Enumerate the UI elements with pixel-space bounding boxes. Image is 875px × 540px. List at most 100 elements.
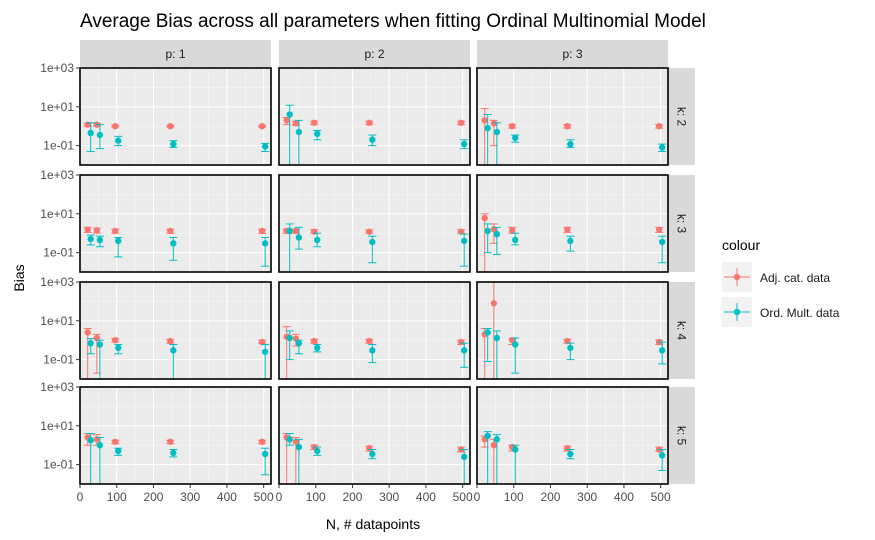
panel-border [278, 174, 471, 273]
legend-swatch [733, 308, 741, 316]
data-point [567, 450, 574, 458]
data-point [493, 334, 501, 342]
data-point [512, 236, 519, 244]
facet-label-row: k: 4 [675, 321, 689, 341]
data-point [457, 338, 465, 346]
panel-background [477, 68, 668, 165]
data-point [87, 129, 94, 137]
data-point [96, 131, 104, 139]
data-point [512, 341, 519, 348]
x-tick-label: 100 [107, 490, 127, 504]
panel-border [476, 67, 669, 166]
legend-label: Ord. Mult. data [760, 306, 840, 320]
data-point [170, 140, 177, 148]
data-point [567, 344, 574, 352]
x-tick-label: 100 [504, 490, 524, 504]
data-point [167, 438, 174, 445]
x-tick-label: 500 [453, 490, 473, 504]
facet-label-col: p: 2 [364, 47, 384, 61]
legend-swatch [733, 273, 741, 281]
facet-strip-row [668, 68, 695, 165]
data-point [457, 228, 465, 235]
data-point [170, 240, 177, 247]
panel-background [279, 68, 470, 165]
data-point [295, 443, 303, 451]
data-point [484, 227, 491, 235]
data-point [484, 124, 491, 132]
y-tick-label: 1e+01 [40, 207, 74, 221]
panel-background [279, 175, 470, 272]
x-tick-label: 400 [416, 490, 436, 504]
data-point [490, 120, 498, 127]
facet-strip-row [668, 175, 695, 272]
facet-strip-row [668, 387, 695, 484]
data-point [87, 340, 94, 347]
y-axis-label: Bias [11, 264, 27, 291]
legend-items: Adj. cat. data Ord. Mult. data [722, 262, 840, 327]
data-point [366, 337, 373, 345]
data-point [286, 111, 293, 118]
data-point [369, 450, 376, 458]
data-point [311, 119, 318, 126]
data-point [286, 334, 293, 342]
data-point [564, 226, 571, 233]
data-point [658, 144, 666, 151]
data-point [509, 227, 516, 234]
x-tick-label: 400 [217, 490, 237, 504]
facet-label-col: p: 3 [562, 47, 582, 61]
legend: colour Adj. cat. data Ord. Mult. data [722, 237, 840, 327]
data-point [493, 128, 501, 136]
y-tick-label: 1e+03 [40, 168, 74, 182]
data-point [258, 438, 266, 445]
x-axis-label: N, # datapoints [326, 516, 420, 532]
panel-background [279, 387, 470, 484]
data-point [115, 344, 122, 352]
panel-background [477, 387, 668, 484]
y-tick-label: 1e+03 [40, 61, 74, 75]
panels-layer: p: 1 p: 2 p: 3 k: 2 k: 3 k: 4 k: 5 1e+03 1e+01 1e… [40, 40, 695, 504]
data-point [314, 130, 321, 138]
data-point [84, 226, 91, 233]
data-point [369, 136, 376, 143]
data-point [258, 227, 266, 235]
legend-label: Adj. cat. data [760, 271, 830, 285]
data-point [564, 445, 571, 452]
data-point [369, 347, 376, 354]
data-point [314, 236, 321, 244]
y-tick-label: 1e-01 [43, 246, 74, 260]
panel-border [476, 174, 669, 273]
data-point [286, 227, 293, 235]
data-point [512, 134, 519, 142]
panel-border [278, 281, 471, 380]
y-tick-label: 1e-01 [43, 458, 74, 472]
panel-background [80, 175, 271, 272]
data-point [96, 442, 104, 449]
data-point [283, 117, 290, 124]
data-point [93, 227, 101, 234]
x-tick-label: 0 [77, 490, 84, 504]
panel-background [80, 387, 271, 484]
data-point [261, 143, 269, 150]
data-point [655, 226, 663, 233]
data-point [314, 344, 321, 352]
panel-border [476, 386, 669, 485]
panel-background [80, 68, 271, 165]
y-tick-label: 1e+03 [40, 275, 74, 289]
data-point [484, 432, 491, 440]
data-point [460, 237, 468, 245]
x-tick-label: 400 [614, 490, 634, 504]
panel-border [278, 67, 471, 166]
facet-label-col: p: 1 [165, 47, 185, 61]
data-point [567, 237, 574, 245]
data-point [295, 340, 303, 347]
y-tick-label: 1e+01 [40, 419, 74, 433]
x-tick-label: 500 [651, 490, 671, 504]
data-point [87, 235, 94, 243]
data-point [490, 300, 498, 307]
data-point [311, 337, 318, 345]
panel-border [476, 281, 669, 380]
data-point [564, 123, 571, 130]
facet-strip-col [80, 40, 271, 67]
y-tick-label: 1e-01 [43, 139, 74, 153]
data-point [115, 237, 122, 245]
